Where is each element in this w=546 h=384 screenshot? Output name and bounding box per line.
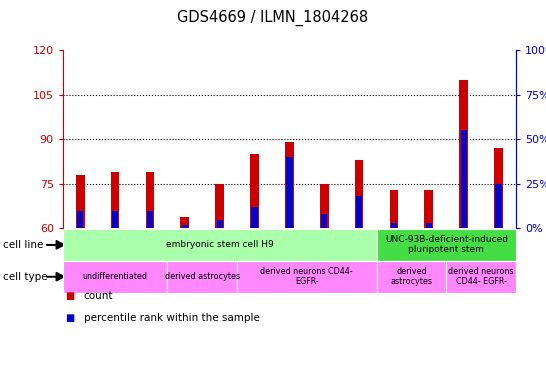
Text: count: count [84, 291, 113, 301]
Bar [146, 172, 155, 228]
Bar [424, 190, 433, 228]
Text: ■: ■ [66, 313, 75, 323]
Bar [355, 160, 364, 228]
Text: derived astrocytes: derived astrocytes [165, 272, 240, 281]
Bar [356, 196, 362, 228]
Text: cell line: cell line [3, 240, 43, 250]
Text: GSM997572: GSM997572 [424, 233, 434, 288]
Text: GSM997556: GSM997556 [111, 233, 120, 288]
Text: GSM997563: GSM997563 [180, 233, 189, 288]
Text: GSM997569: GSM997569 [459, 233, 468, 288]
Bar [76, 175, 85, 228]
Bar [320, 184, 329, 228]
Bar [180, 217, 189, 228]
Bar [77, 210, 84, 228]
Bar [460, 130, 467, 228]
Text: GSM997571: GSM997571 [389, 233, 399, 288]
Bar [251, 207, 258, 228]
Text: cell type: cell type [3, 271, 48, 282]
Bar [426, 223, 432, 228]
Text: UNC-93B-deficient-induced
pluripotent stem: UNC-93B-deficient-induced pluripotent st… [385, 235, 508, 255]
Text: ■: ■ [66, 291, 75, 301]
Bar [459, 79, 468, 228]
Text: embryonic stem cell H9: embryonic stem cell H9 [166, 240, 274, 249]
Bar [111, 172, 120, 228]
Bar [147, 210, 153, 228]
Text: GSM997555: GSM997555 [76, 233, 85, 288]
Bar [182, 225, 188, 228]
Text: GSM997567: GSM997567 [320, 233, 329, 288]
Bar [215, 184, 224, 228]
Text: GSM997565: GSM997565 [250, 233, 259, 288]
Text: derived
astrocytes: derived astrocytes [390, 267, 432, 286]
Bar [217, 220, 223, 228]
Text: derived neurons CD44-
EGFR-: derived neurons CD44- EGFR- [260, 267, 353, 286]
Text: percentile rank within the sample: percentile rank within the sample [84, 313, 259, 323]
Bar [390, 190, 399, 228]
Text: GSM997570: GSM997570 [494, 233, 503, 288]
Text: GDS4669 / ILMN_1804268: GDS4669 / ILMN_1804268 [177, 10, 369, 26]
Bar [250, 154, 259, 228]
Bar [391, 223, 397, 228]
Bar [495, 184, 502, 228]
Bar [286, 157, 293, 228]
Bar [321, 214, 328, 228]
Text: GSM997568: GSM997568 [354, 233, 364, 288]
Text: GSM997557: GSM997557 [145, 233, 155, 288]
Text: GSM997564: GSM997564 [215, 233, 224, 288]
Text: derived neurons
CD44- EGFR-: derived neurons CD44- EGFR- [448, 267, 514, 286]
Text: undifferentiated: undifferentiated [82, 272, 147, 281]
Bar [494, 148, 503, 228]
Bar [112, 210, 118, 228]
Bar [285, 142, 294, 228]
Text: GSM997566: GSM997566 [285, 233, 294, 288]
